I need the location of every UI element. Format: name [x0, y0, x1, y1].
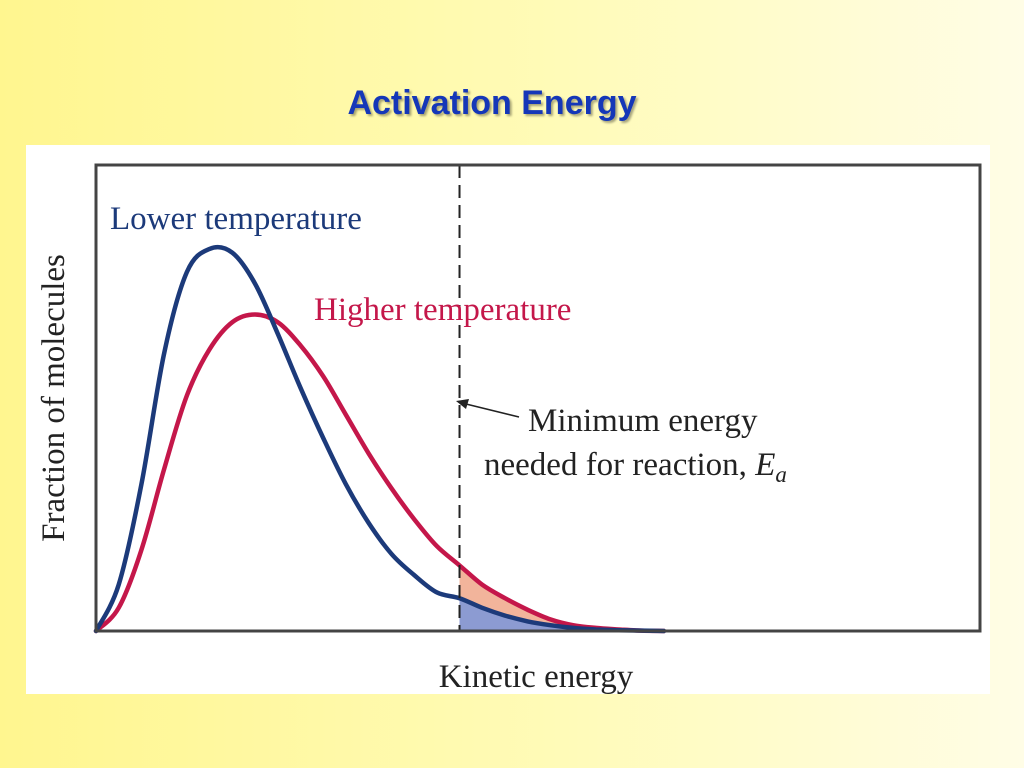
annotation-line-2: needed for reaction, Ea: [484, 447, 787, 487]
series-label-higher-temperature: Higher temperature: [314, 292, 571, 328]
annotation-line-2-text: needed for reaction,: [484, 447, 755, 483]
shaded-tail-lower-temperature: [459, 598, 664, 631]
slide-title: Activation Energy: [347, 84, 637, 122]
figure-panel: Fraction of molecules Kinetic energy Low…: [26, 145, 990, 694]
annotation-line-1: Minimum energy: [528, 403, 758, 439]
curve-layer: [93, 244, 667, 634]
series-label-lower-temperature: Lower temperature: [110, 201, 362, 237]
shaded-area-layer: [459, 565, 664, 631]
kinetic-energy-distribution-chart: Fraction of molecules Kinetic energy Low…: [36, 163, 982, 694]
annotation-arrow-head: [456, 399, 469, 409]
annotation-arrow-line: [465, 403, 520, 418]
x-axis-label: Kinetic energy: [439, 659, 634, 694]
y-axis-label: Fraction of molecules: [36, 254, 72, 542]
shaded-tail-higher-temperature: [459, 565, 664, 631]
plot-frame: [94, 163, 982, 633]
curve-lower-temperature: [93, 244, 667, 634]
activation-energy-symbol: E: [754, 447, 775, 483]
activation-energy-subscript: a: [775, 462, 787, 487]
curve-higher-temperature: [93, 312, 667, 634]
